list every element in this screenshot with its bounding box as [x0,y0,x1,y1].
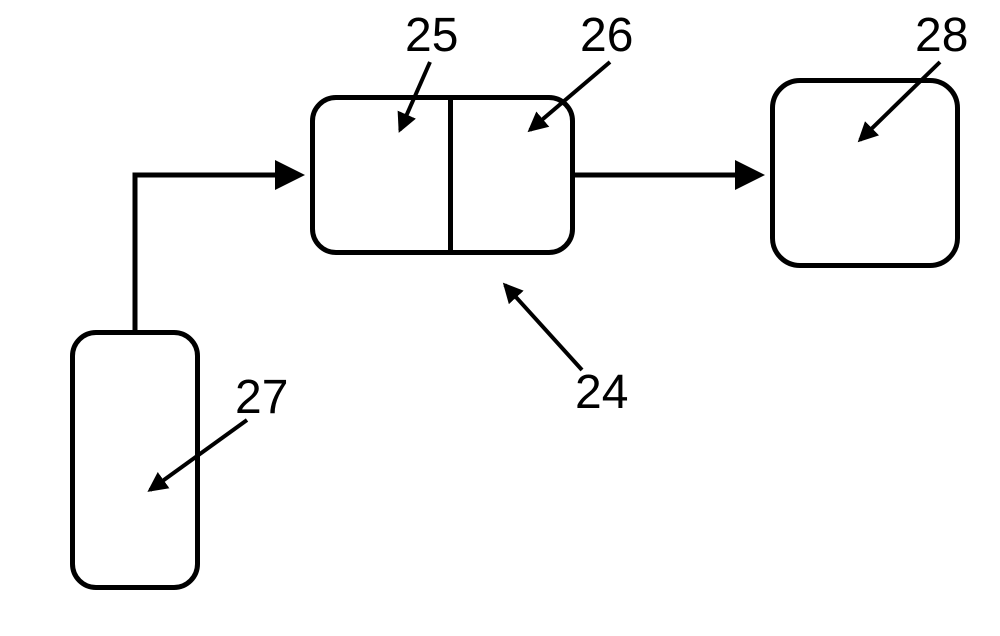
callout-24 [505,285,582,370]
connector-27-to-24 [135,175,300,330]
label-25: 25 [405,8,458,63]
node-24 [310,95,575,255]
diagram-canvas: 25 26 28 24 27 [0,0,1000,636]
label-24: 24 [575,365,628,420]
label-28: 28 [915,8,968,63]
node-28 [770,78,960,268]
node-27 [70,330,200,590]
node-24-divider [448,100,453,250]
label-26: 26 [580,8,633,63]
label-27: 27 [235,370,288,425]
